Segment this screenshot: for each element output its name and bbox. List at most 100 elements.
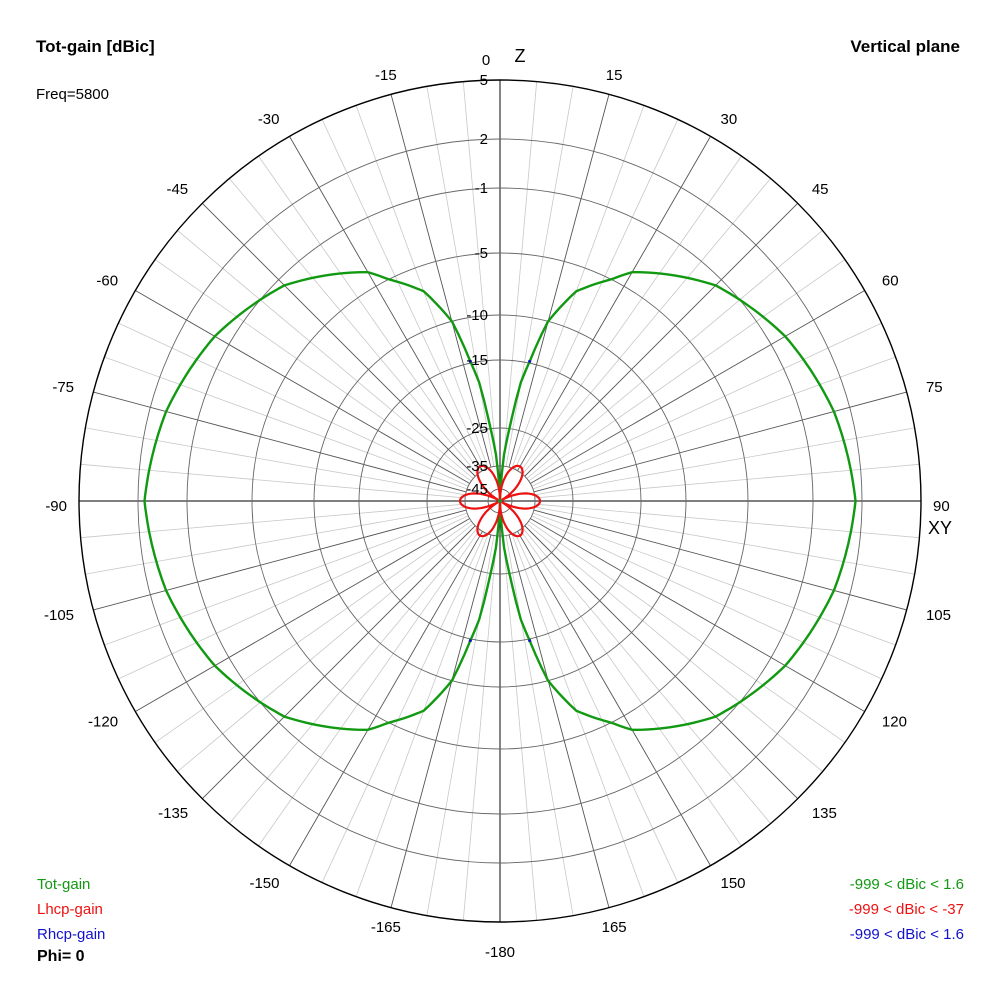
major-radial-line (201, 202, 476, 477)
minor-radial-line (80, 463, 466, 499)
angle-tick-label: -165 (371, 919, 401, 936)
gain-tick-label: -25 (466, 420, 488, 437)
major-radial-line (289, 136, 483, 471)
major-radial-line (289, 531, 483, 866)
outer-ring (78, 79, 922, 923)
angle-tick-label: 165 (602, 919, 627, 936)
minor-radial-line (229, 178, 478, 475)
gain-tick-label: -15 (466, 352, 488, 369)
range-tot-gain: -999 < dBic < 1.6 (849, 876, 964, 893)
gain-ring (251, 252, 749, 750)
gain-tick-label: -35 (466, 458, 488, 475)
major-radial-line (508, 534, 610, 908)
angle-tick-label: 105 (926, 607, 951, 624)
minor-radial-line (462, 535, 498, 921)
tot-gain-lobe-right (498, 271, 857, 731)
minor-radial-line (118, 515, 469, 680)
minor-radial-line (462, 81, 498, 467)
gain-traces (143, 271, 857, 731)
rhcp-gain-mark (468, 359, 473, 363)
minor-radial-line (177, 523, 474, 772)
minor-radial-line (511, 533, 645, 897)
angle-tick-label: 90 (933, 498, 950, 515)
angle-tick-label: 75 (926, 379, 943, 396)
major-radial-line (517, 531, 711, 866)
minor-radial-line (104, 356, 468, 490)
major-radial-line (517, 136, 711, 471)
angle-tick-label: 60 (882, 273, 899, 290)
major-radial-line (508, 94, 610, 468)
minor-radial-line (80, 503, 466, 539)
rhcp-gain-mark (527, 359, 532, 363)
gain-tick-label: -5 (475, 245, 488, 262)
minor-radial-line (528, 520, 846, 743)
minor-radial-line (321, 532, 486, 883)
minor-radial-line (355, 105, 489, 469)
gain-ring (358, 359, 642, 643)
major-radial-line (93, 509, 467, 611)
minor-radial-line (526, 523, 823, 772)
xy-axis-label: XY (928, 518, 952, 538)
angle-tick-label: 30 (721, 111, 738, 128)
minor-radial-line (531, 515, 882, 680)
rhcp-gain-mark (527, 639, 532, 643)
frequency-label: Freq=5800 (36, 86, 109, 103)
minor-radial-line (85, 427, 466, 496)
major-radial-line (530, 290, 865, 484)
gain-ring (426, 427, 574, 575)
polar-grid (78, 79, 922, 923)
minor-radial-line (258, 155, 481, 473)
minor-radial-line (426, 86, 495, 467)
minor-radial-line (355, 533, 489, 897)
minor-radial-line (534, 427, 915, 496)
angle-tick-label: 135 (812, 805, 837, 822)
major-radial-line (390, 534, 492, 908)
angle-tick-label: -75 (52, 379, 74, 396)
range-rhcp-gain: -999 < dBic < 1.6 (849, 926, 964, 943)
legend-rhcp-gain: Rhcp-gain (37, 926, 106, 943)
major-radial-line (93, 391, 467, 493)
minor-radial-line (502, 535, 538, 921)
minor-radial-line (118, 322, 469, 487)
angle-tick-label: -180 (485, 944, 515, 961)
minor-radial-line (321, 119, 486, 470)
minor-radial-line (522, 178, 771, 475)
gain-tick-label: 2 (480, 131, 488, 148)
minor-radial-line (522, 527, 771, 824)
gain-tick-label: 5 (480, 72, 488, 89)
angle-tick-label: -15 (375, 67, 397, 84)
angle-tick-label: -90 (45, 498, 67, 515)
angle-tick-label: -150 (249, 875, 279, 892)
angle-tick-label: -45 (166, 181, 188, 198)
angle-tick-label: -105 (44, 607, 74, 624)
minor-radial-line (502, 81, 538, 467)
major-radial-line (533, 391, 907, 493)
major-radial-line (524, 525, 799, 800)
legend-lhcp-gain: Lhcp-gain (37, 901, 103, 918)
z-axis-label: Z (515, 46, 526, 66)
major-radial-line (201, 525, 476, 800)
angle-tick-label: -30 (258, 111, 280, 128)
angle-tick-label: 150 (721, 875, 746, 892)
minor-radial-line (526, 230, 823, 479)
lhcp-gain-rosette (458, 464, 542, 538)
minor-radial-line (514, 119, 679, 470)
minor-radial-line (426, 535, 495, 916)
phi-label: Phi= 0 (37, 948, 85, 965)
gain-tick-label: -45 (466, 481, 488, 498)
minor-radial-line (528, 259, 846, 482)
gain-tick-label: -10 (466, 307, 488, 324)
minor-radial-line (505, 86, 574, 467)
minor-radial-line (85, 506, 466, 575)
minor-radial-line (514, 532, 679, 883)
major-radial-line (390, 94, 492, 468)
plane-label: Vertical plane (850, 37, 960, 56)
angle-tick-label: -135 (158, 805, 188, 822)
angle-tick-label: -120 (88, 714, 118, 731)
rhcp-gain-mark (468, 639, 473, 643)
minor-radial-line (519, 155, 742, 473)
minor-radial-line (532, 512, 896, 646)
minor-radial-line (104, 512, 468, 646)
angle-tick-label: 0 (482, 52, 490, 69)
